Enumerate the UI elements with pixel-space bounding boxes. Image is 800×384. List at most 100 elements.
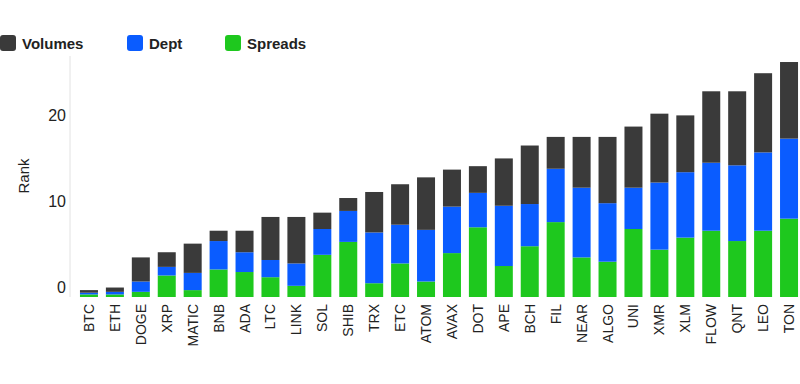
x-tick-label: ADA bbox=[237, 303, 253, 332]
bar-segment bbox=[132, 292, 150, 297]
bar-segment bbox=[728, 165, 746, 241]
bar-segment bbox=[469, 166, 487, 193]
x-tick-label: XMR bbox=[651, 304, 667, 335]
chart-svg: 01020RankBTCETHDOGEXRPMATICBNBADALTCLINK… bbox=[0, 0, 800, 384]
bar-segment bbox=[313, 213, 331, 229]
bar-segment bbox=[417, 177, 435, 230]
bar-segment bbox=[702, 163, 720, 231]
x-tick-label: MATIC bbox=[185, 304, 201, 347]
bar-segment bbox=[106, 288, 124, 292]
bar-segment bbox=[391, 225, 409, 264]
bar-segment bbox=[650, 114, 668, 183]
bar-segment bbox=[236, 252, 254, 272]
bar-segment bbox=[365, 283, 383, 297]
bar-segment bbox=[573, 188, 591, 258]
x-tick-label: NEAR bbox=[574, 304, 590, 343]
x-tick-label: APE bbox=[496, 304, 512, 332]
bar-segment bbox=[443, 253, 461, 297]
bar-segment bbox=[106, 294, 124, 297]
bar-segment bbox=[599, 262, 617, 297]
bar-segment bbox=[80, 290, 98, 293]
bar-segment bbox=[521, 204, 539, 246]
bar-segment bbox=[780, 219, 798, 297]
bar-segment bbox=[443, 207, 461, 253]
y-tick-label: 20 bbox=[48, 107, 66, 124]
bars bbox=[80, 62, 798, 297]
bar-segment bbox=[624, 127, 642, 188]
bar-segment bbox=[417, 282, 435, 297]
bar-segment bbox=[702, 231, 720, 297]
bar-segment bbox=[521, 246, 539, 297]
x-tick-label: XRP bbox=[159, 304, 175, 333]
legend-label: Volumes bbox=[22, 35, 83, 52]
bar-segment bbox=[754, 152, 772, 230]
x-tick-label: BTC bbox=[81, 304, 97, 332]
bar-segment bbox=[650, 183, 668, 250]
x-tick-label: DOGE bbox=[133, 304, 149, 345]
bar-segment bbox=[339, 242, 357, 297]
legend-label: Dept bbox=[149, 35, 182, 52]
bar-segment bbox=[495, 206, 513, 266]
bar-segment bbox=[80, 293, 98, 295]
bar-segment bbox=[754, 73, 772, 152]
bar-segment bbox=[547, 169, 565, 222]
bar-segment bbox=[158, 275, 176, 297]
bar-segment bbox=[521, 146, 539, 205]
bar-segment bbox=[443, 170, 461, 207]
bar-segment bbox=[469, 227, 487, 297]
x-tick-label: ATOM bbox=[418, 304, 434, 343]
bar-segment bbox=[495, 158, 513, 205]
x-tick-label: ETC bbox=[392, 304, 408, 332]
bar-segment bbox=[158, 252, 176, 267]
bar-segment bbox=[339, 198, 357, 211]
x-tick-label: XLM bbox=[677, 304, 693, 333]
x-tick-label: ETH bbox=[107, 304, 123, 332]
legend-label: Spreads bbox=[247, 35, 306, 52]
x-tick-label: AVAX bbox=[444, 303, 460, 339]
bar-segment bbox=[365, 192, 383, 232]
bar-segment bbox=[676, 115, 694, 172]
x-tick-label: QNT bbox=[729, 304, 745, 334]
bar-segment bbox=[184, 273, 202, 290]
legend-swatch bbox=[225, 35, 241, 51]
chart-container: 01020RankBTCETHDOGEXRPMATICBNBADALTCLINK… bbox=[0, 0, 800, 384]
x-tick-label: LINK bbox=[288, 303, 304, 335]
bar-segment bbox=[702, 91, 720, 162]
x-tick-label: FLOW bbox=[703, 303, 719, 344]
x-tick-label: UNI bbox=[625, 304, 641, 328]
bar-segment bbox=[417, 230, 435, 282]
bar-segment bbox=[780, 62, 798, 139]
bar-segment bbox=[650, 250, 668, 297]
bar-segment bbox=[210, 241, 228, 269]
x-tick-label: BCH bbox=[522, 304, 538, 334]
bar-segment bbox=[261, 260, 279, 277]
bar-segment bbox=[339, 211, 357, 242]
bar-segment bbox=[391, 184, 409, 224]
bar-segment bbox=[391, 263, 409, 297]
x-tick-label: SOL bbox=[314, 304, 330, 332]
x-tick-label: ALGO bbox=[600, 304, 616, 343]
bar-segment bbox=[184, 244, 202, 273]
x-tick-label: LEO bbox=[755, 304, 771, 332]
bar-segment bbox=[547, 137, 565, 169]
x-tick-label: SHIB bbox=[340, 304, 356, 337]
bar-segment bbox=[599, 203, 617, 262]
bar-segment bbox=[313, 255, 331, 297]
bar-segment bbox=[236, 231, 254, 253]
x-tick-label: LTC bbox=[262, 304, 278, 329]
bar-segment bbox=[573, 257, 591, 297]
bar-segment bbox=[210, 269, 228, 297]
y-axis-line bbox=[70, 56, 71, 297]
bar-segment bbox=[573, 137, 591, 188]
bar-segment bbox=[132, 282, 150, 292]
x-tick-label: BNB bbox=[211, 304, 227, 333]
legend-swatch bbox=[127, 35, 143, 51]
bar-segment bbox=[287, 286, 305, 297]
bar-segment bbox=[780, 139, 798, 219]
bar-segment bbox=[599, 137, 617, 203]
bar-segment bbox=[80, 294, 98, 297]
bar-segment bbox=[261, 277, 279, 297]
bar-segment bbox=[236, 272, 254, 297]
bar-segment bbox=[287, 263, 305, 285]
bar-segment bbox=[287, 217, 305, 263]
